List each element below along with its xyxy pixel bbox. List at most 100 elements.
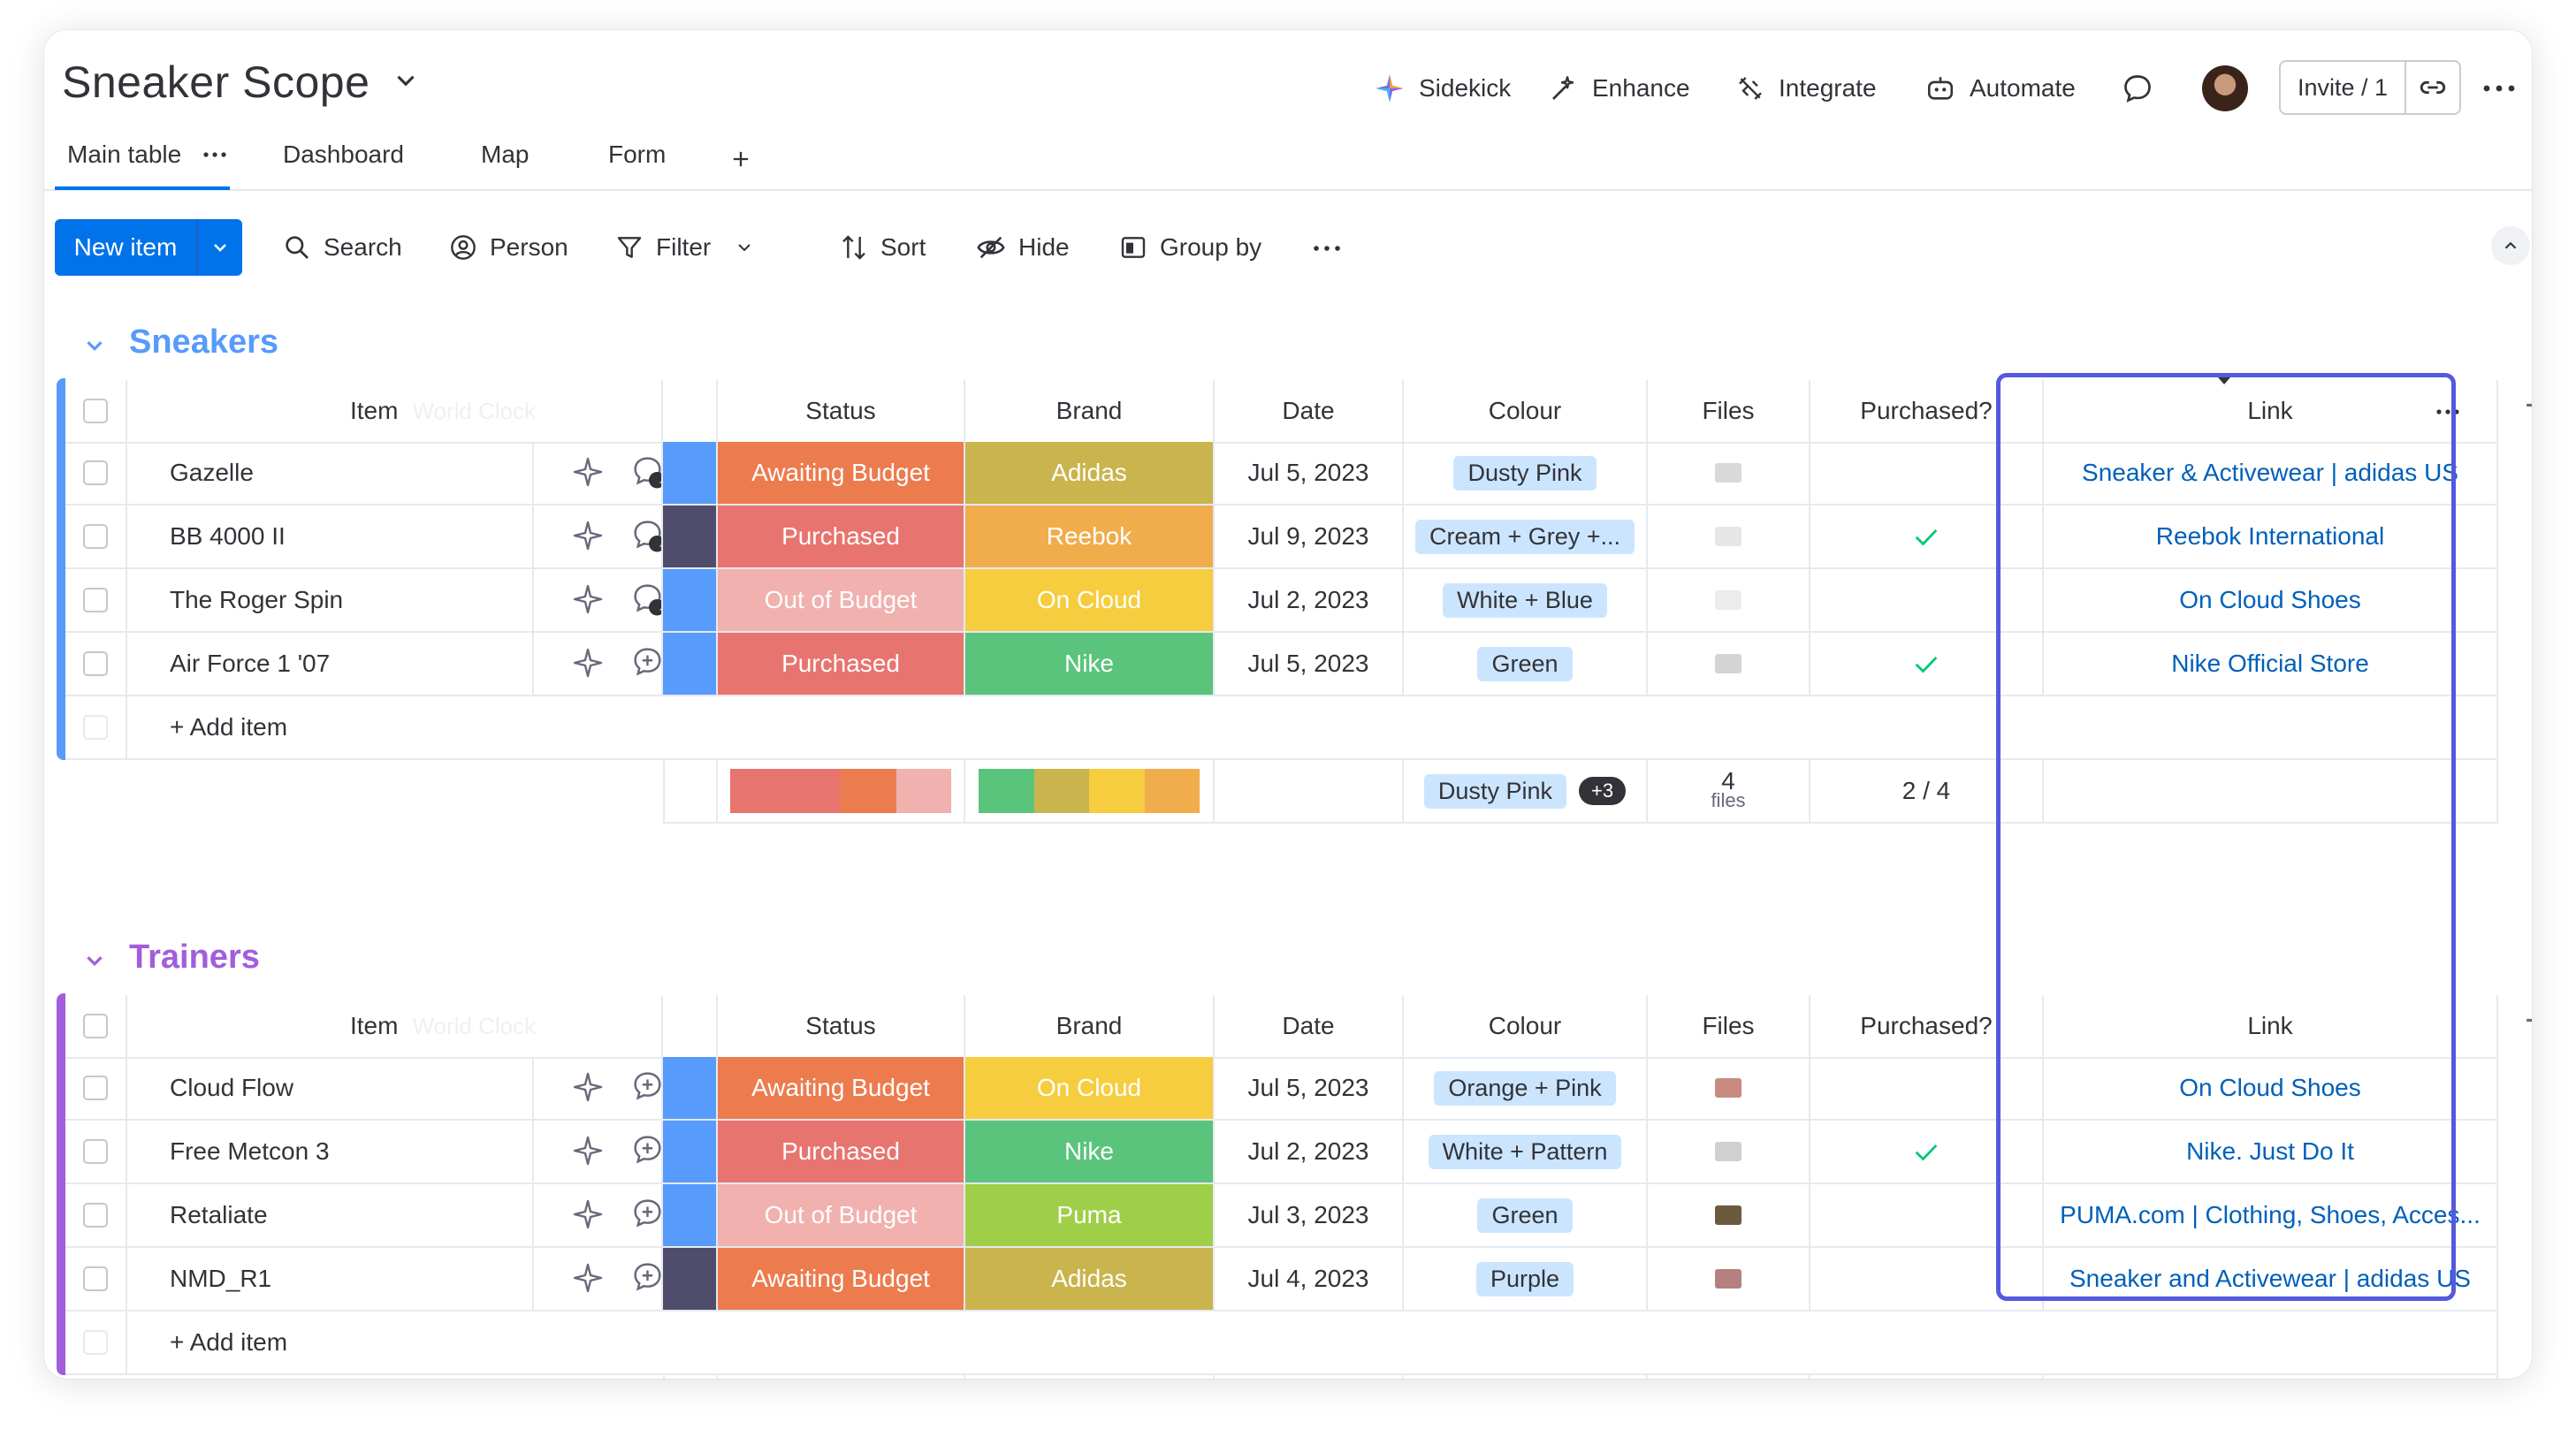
item-name[interactable]: Cloud Flow	[170, 1074, 294, 1101]
file-thumbnail[interactable]	[1715, 1205, 1741, 1225]
cell-purchased[interactable]	[1810, 1248, 2044, 1312]
header-item[interactable]: Item World Clock	[127, 380, 663, 444]
file-thumbnail[interactable]	[1715, 1142, 1741, 1161]
hide-button[interactable]: Hide	[976, 230, 1070, 265]
filter-button[interactable]: Filter	[615, 230, 755, 265]
cell-link[interactable]: Reebok International	[2044, 506, 2498, 569]
select-all-checkbox[interactable]	[83, 1014, 108, 1038]
header-files[interactable]: Files	[1648, 380, 1810, 444]
cell-cb[interactable]	[65, 1057, 127, 1121]
cell-date[interactable]: Jul 2, 2023	[1215, 569, 1404, 633]
row-checkbox[interactable]	[83, 1139, 108, 1164]
sidekick-button[interactable]: Sidekick	[1375, 71, 1511, 106]
ai-sparkle-icon[interactable]	[572, 520, 604, 551]
collapse-group-icon[interactable]	[81, 947, 108, 974]
cell-link[interactable]: Sneaker & Activewear | adidas US	[2044, 442, 2498, 506]
cell-files[interactable]	[1648, 442, 1810, 506]
header-item[interactable]: Item World Clock	[127, 995, 663, 1059]
item-name[interactable]: Free Metcon 3	[170, 1137, 330, 1165]
tab-main-table[interactable]: Main table	[67, 141, 182, 168]
item-name[interactable]: Retaliate	[170, 1201, 268, 1228]
header-date[interactable]: Date	[1215, 380, 1404, 444]
cell-files[interactable]	[1648, 633, 1810, 696]
invite-button[interactable]: Invite / 1	[2279, 60, 2461, 115]
add-column-icon[interactable]: +	[2525, 999, 2532, 1043]
add-column-icon[interactable]: +	[2525, 384, 2532, 428]
add-update-icon[interactable]	[631, 1197, 663, 1232]
cell-date[interactable]: Jul 4, 2023	[1215, 1248, 1404, 1312]
cell-status[interactable]: Awaiting Budget	[718, 1057, 965, 1121]
link-value[interactable]: Nike. Just Do It	[2186, 1137, 2354, 1165]
add-update-icon[interactable]	[631, 582, 663, 617]
tab-form[interactable]: Form	[608, 141, 667, 168]
new-item-button[interactable]: New item	[55, 219, 242, 276]
cell-purchased[interactable]	[1810, 442, 2044, 506]
cell-colour[interactable]: Green	[1404, 633, 1648, 696]
header-date[interactable]: Date	[1215, 995, 1404, 1059]
row-checkbox[interactable]	[83, 1076, 108, 1100]
cell-status[interactable]: Awaiting Budget	[718, 442, 965, 506]
cell-cb[interactable]	[65, 1248, 127, 1312]
item-name[interactable]: NMD_R1	[170, 1265, 272, 1292]
cell-cb[interactable]	[65, 1184, 127, 1248]
copy-link-button[interactable]	[2406, 62, 2459, 113]
cell-purchased[interactable]	[1810, 633, 2044, 696]
link-value[interactable]: Sneaker & Activewear | adidas US	[2082, 459, 2458, 486]
cell-date[interactable]: Jul 5, 2023	[1215, 633, 1404, 696]
cell-link[interactable]: PUMA.com | Clothing, Shoes, Acces...	[2044, 1184, 2498, 1248]
cell-link[interactable]: On Cloud Shoes	[2044, 1057, 2498, 1121]
search-button[interactable]: Search	[283, 230, 402, 265]
header-status[interactable]: Status	[718, 995, 965, 1059]
cell-date[interactable]: Jul 3, 2023	[1215, 1184, 1404, 1248]
cell-cb[interactable]	[65, 569, 127, 633]
add-update-icon[interactable]	[631, 518, 663, 553]
item-name[interactable]: BB 4000 II	[170, 522, 286, 550]
person-filter-button[interactable]: Person	[449, 230, 568, 265]
file-thumbnail[interactable]	[1715, 590, 1741, 610]
ai-sparkle-icon[interactable]	[572, 583, 604, 615]
ai-sparkle-icon[interactable]	[572, 647, 604, 679]
more-options-icon[interactable]	[2481, 80, 2517, 97]
link-value[interactable]: PUMA.com | Clothing, Shoes, Acces...	[2060, 1201, 2481, 1228]
chat-bubble-icon[interactable]	[2122, 72, 2153, 104]
item-name[interactable]: The Roger Spin	[170, 586, 344, 613]
cell-brand[interactable]: On Cloud	[965, 569, 1215, 633]
row-checkbox[interactable]	[83, 651, 108, 676]
new-item-dropdown[interactable]	[198, 219, 242, 276]
file-thumbnail[interactable]	[1715, 654, 1741, 673]
cell-purchased[interactable]	[1810, 569, 2044, 633]
link-value[interactable]: On Cloud Shoes	[2179, 1074, 2361, 1101]
cell-link[interactable]: On Cloud Shoes	[2044, 569, 2498, 633]
item-name[interactable]: Air Force 1 '07	[170, 650, 331, 677]
cell-purchased[interactable]	[1810, 506, 2044, 569]
header-purchased[interactable]: Purchased?	[1810, 995, 2044, 1059]
ai-sparkle-icon[interactable]	[572, 1198, 604, 1230]
cell-colour[interactable]: Cream + Grey +...	[1404, 506, 1648, 569]
ai-sparkle-icon[interactable]	[572, 1135, 604, 1167]
add-update-icon[interactable]	[631, 1069, 663, 1105]
more-colours-badge[interactable]: +3	[1578, 777, 1627, 805]
cell-brand[interactable]: Reebok	[965, 506, 1215, 569]
drag-handle-icon[interactable]	[2215, 375, 2233, 387]
cell-date[interactable]: Jul 2, 2023	[1215, 1121, 1404, 1184]
add-item-label[interactable]: + Add item	[170, 1328, 288, 1356]
header-link[interactable]: Link	[2044, 995, 2498, 1059]
cell-colour[interactable]: Purple	[1404, 1248, 1648, 1312]
cell-date[interactable]: Jul 9, 2023	[1215, 506, 1404, 569]
cell-files[interactable]	[1648, 1184, 1810, 1248]
link-value[interactable]: On Cloud Shoes	[2179, 586, 2361, 613]
group-title[interactable]: Trainers	[129, 939, 260, 976]
cell-brand[interactable]: Puma	[965, 1184, 1215, 1248]
cell-brand[interactable]: Nike	[965, 1121, 1215, 1184]
board-title[interactable]: Sneaker Scope	[62, 57, 370, 107]
add-update-icon[interactable]	[631, 1260, 663, 1296]
cell-colour[interactable]: Dusty Pink	[1404, 442, 1648, 506]
status-distribution-bar[interactable]	[730, 769, 951, 813]
ai-sparkle-icon[interactable]	[572, 456, 604, 488]
row-checkbox[interactable]	[83, 460, 108, 485]
integrate-button[interactable]: Integrate	[1736, 71, 1877, 106]
file-thumbnail[interactable]	[1715, 1078, 1741, 1098]
file-thumbnail[interactable]	[1715, 1269, 1741, 1289]
cell-purchased[interactable]	[1810, 1057, 2044, 1121]
avatar[interactable]	[2202, 65, 2248, 111]
